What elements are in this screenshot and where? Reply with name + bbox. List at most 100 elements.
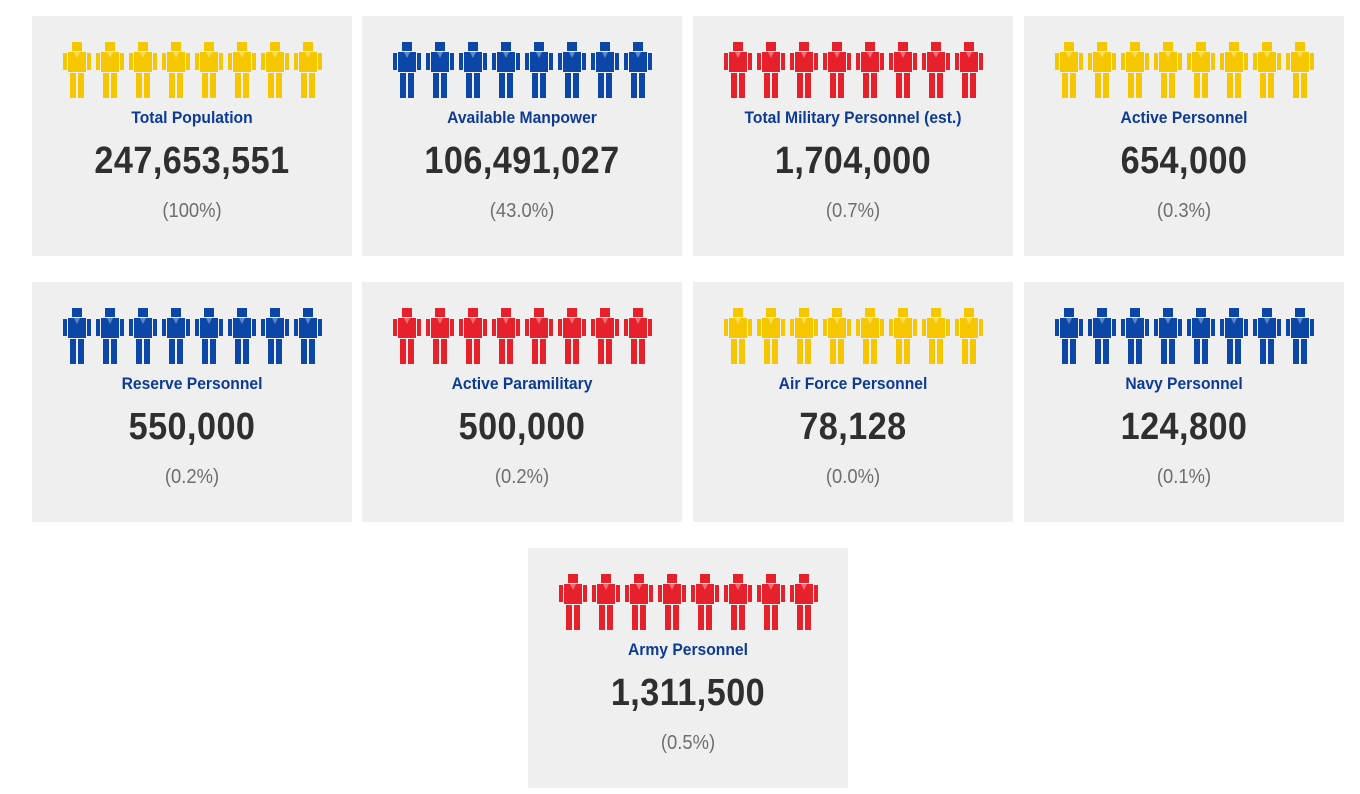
person-icon	[491, 42, 520, 98]
person-icons	[693, 308, 1013, 364]
stat-card-army-personnel: Army Personnel 1,311,500 (0.5%)	[528, 548, 848, 788]
person-icon	[1120, 42, 1149, 98]
person-icon	[62, 42, 91, 98]
person-icon	[1285, 308, 1314, 364]
person-icon	[1054, 308, 1083, 364]
stat-value: 247,653,551	[94, 140, 290, 182]
stat-value: 124,800	[1120, 406, 1248, 448]
stat-value: 1,311,500	[610, 672, 766, 714]
person-icon	[756, 574, 785, 630]
stat-value: 550,000	[128, 406, 256, 448]
person-icon	[1186, 42, 1215, 98]
stat-percent: (0.2%)	[164, 466, 220, 488]
stat-card-active-personnel: Active Personnel 654,000 (0.3%)	[1024, 16, 1344, 256]
person-icon	[524, 308, 553, 364]
person-icon	[194, 308, 223, 364]
person-icon	[293, 308, 322, 364]
person-icons	[362, 42, 682, 98]
person-icon	[425, 42, 454, 98]
person-icon	[954, 308, 983, 364]
person-icon	[1153, 42, 1182, 98]
person-icon	[789, 574, 818, 630]
person-icon	[557, 308, 586, 364]
person-icon	[260, 42, 289, 98]
person-icon	[425, 308, 454, 364]
person-icon	[293, 42, 322, 98]
person-icon	[1087, 42, 1116, 98]
person-icon	[1219, 308, 1248, 364]
person-icon	[1153, 308, 1182, 364]
stat-label: Active Personnel	[1120, 108, 1248, 127]
person-icon	[756, 308, 785, 364]
person-icon	[921, 42, 950, 98]
stat-label: Available Manpower	[447, 108, 597, 127]
person-icon	[392, 308, 421, 364]
person-icon	[1219, 42, 1248, 98]
person-icon	[1087, 308, 1116, 364]
person-icon	[888, 42, 917, 98]
person-icon	[954, 42, 983, 98]
stat-percent: (0.1%)	[1156, 466, 1212, 488]
person-icon	[921, 308, 950, 364]
person-icons	[693, 42, 1013, 98]
person-icons	[1024, 308, 1344, 364]
stat-value: 654,000	[1120, 140, 1248, 182]
stat-percent: (0.0%)	[825, 466, 881, 488]
person-icon	[227, 308, 256, 364]
person-icon	[723, 308, 752, 364]
person-icon	[194, 42, 223, 98]
person-icon	[1186, 308, 1215, 364]
person-icon	[822, 308, 851, 364]
person-icon	[128, 308, 157, 364]
person-icon	[392, 42, 421, 98]
person-icon	[756, 42, 785, 98]
person-icon	[128, 42, 157, 98]
person-icon	[657, 574, 686, 630]
stat-value: 106,491,027	[424, 140, 620, 182]
person-icon	[590, 308, 619, 364]
stat-card-available-manpower: Available Manpower 106,491,027 (43.0%)	[362, 16, 682, 256]
stat-label: Reserve Personnel	[121, 374, 263, 393]
person-icon	[855, 308, 884, 364]
stat-value: 78,128	[799, 406, 907, 448]
person-icon	[624, 574, 653, 630]
stat-card-reserve-personnel: Reserve Personnel 550,000 (0.2%)	[32, 282, 352, 522]
stat-value: 1,704,000	[774, 140, 932, 182]
person-icon	[723, 42, 752, 98]
stat-card-active-paramilitary: Active Paramilitary 500,000 (0.2%)	[362, 282, 682, 522]
stat-percent: (0.7%)	[825, 200, 881, 222]
stat-label: Total Military Personnel (est.)	[744, 108, 962, 127]
person-icon	[62, 308, 91, 364]
person-icon	[822, 42, 851, 98]
person-icon	[95, 42, 124, 98]
person-icons	[1024, 42, 1344, 98]
stat-card-navy-personnel: Navy Personnel 124,800 (0.1%)	[1024, 282, 1344, 522]
stat-card-total-population: Total Population 247,653,551 (100%)	[32, 16, 352, 256]
stat-card-air-force-personnel: Air Force Personnel 78,128 (0.0%)	[693, 282, 1013, 522]
stat-label: Air Force Personnel	[778, 374, 928, 393]
person-icon	[557, 42, 586, 98]
stat-label: Navy Personnel	[1125, 374, 1243, 393]
stat-label: Total Population	[131, 108, 253, 127]
stat-percent: (0.5%)	[660, 732, 716, 754]
person-icons	[32, 42, 352, 98]
stat-percent: (0.2%)	[494, 466, 550, 488]
person-icon	[260, 308, 289, 364]
stat-percent: (43.0%)	[489, 200, 555, 222]
person-icon	[855, 42, 884, 98]
stat-percent: (100%)	[162, 200, 222, 222]
person-icon	[623, 308, 652, 364]
person-icon	[1252, 42, 1281, 98]
person-icon	[161, 308, 190, 364]
person-icon	[161, 42, 190, 98]
person-icon	[458, 308, 487, 364]
person-icon	[524, 42, 553, 98]
person-icon	[789, 42, 818, 98]
person-icon	[1054, 42, 1083, 98]
person-icon	[623, 42, 652, 98]
stat-card-total-military-personnel: Total Military Personnel (est.) 1,704,00…	[693, 16, 1013, 256]
person-icon	[1285, 42, 1314, 98]
person-icon	[590, 42, 619, 98]
person-icon	[690, 574, 719, 630]
person-icon	[491, 308, 520, 364]
